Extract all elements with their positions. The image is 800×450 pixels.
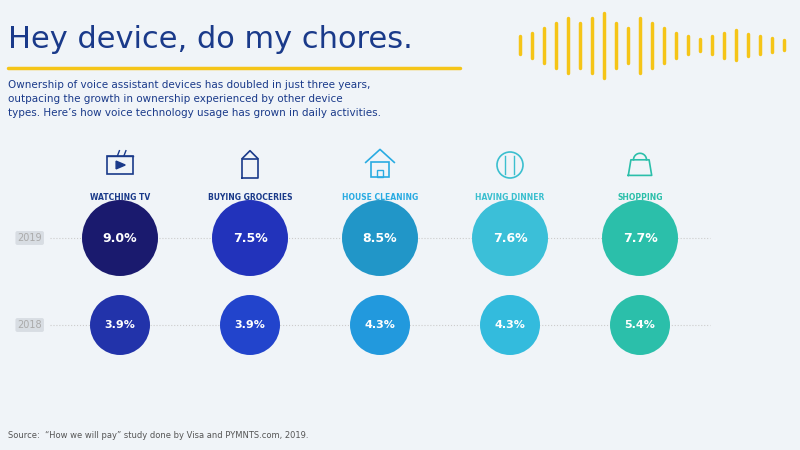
Circle shape — [472, 200, 548, 276]
Text: 7.5%: 7.5% — [233, 231, 267, 244]
Circle shape — [212, 200, 288, 276]
Circle shape — [602, 200, 678, 276]
Text: WATCHING TV: WATCHING TV — [90, 193, 150, 202]
Circle shape — [220, 295, 280, 355]
Circle shape — [610, 295, 670, 355]
Text: HAVING DINNER: HAVING DINNER — [475, 193, 545, 202]
Text: 4.3%: 4.3% — [494, 320, 526, 330]
Polygon shape — [116, 161, 125, 169]
Text: 8.5%: 8.5% — [362, 231, 398, 244]
Text: 7.7%: 7.7% — [622, 231, 658, 244]
Circle shape — [90, 295, 150, 355]
Text: 2019: 2019 — [18, 233, 42, 243]
Text: 5.4%: 5.4% — [625, 320, 655, 330]
Text: HOUSE CLEANING: HOUSE CLEANING — [342, 193, 418, 202]
Circle shape — [82, 200, 158, 276]
Text: 2018: 2018 — [18, 320, 42, 330]
Text: Ownership of voice assistant devices has doubled in just three years,
outpacing : Ownership of voice assistant devices has… — [8, 80, 381, 118]
Text: 4.3%: 4.3% — [365, 320, 395, 330]
Circle shape — [342, 200, 418, 276]
Text: 7.6%: 7.6% — [493, 231, 527, 244]
Circle shape — [480, 295, 540, 355]
Text: Hey device, do my chores.: Hey device, do my chores. — [8, 25, 413, 54]
Text: 9.0%: 9.0% — [102, 231, 138, 244]
Text: BUYING GROCERIES: BUYING GROCERIES — [208, 193, 292, 202]
Text: 3.9%: 3.9% — [234, 320, 266, 330]
Text: 3.9%: 3.9% — [105, 320, 135, 330]
Text: SHOPPING: SHOPPING — [618, 193, 662, 202]
Circle shape — [350, 295, 410, 355]
Text: Source:  “How we will pay” study done by Visa and PYMNTS.com, 2019.: Source: “How we will pay” study done by … — [8, 431, 309, 440]
